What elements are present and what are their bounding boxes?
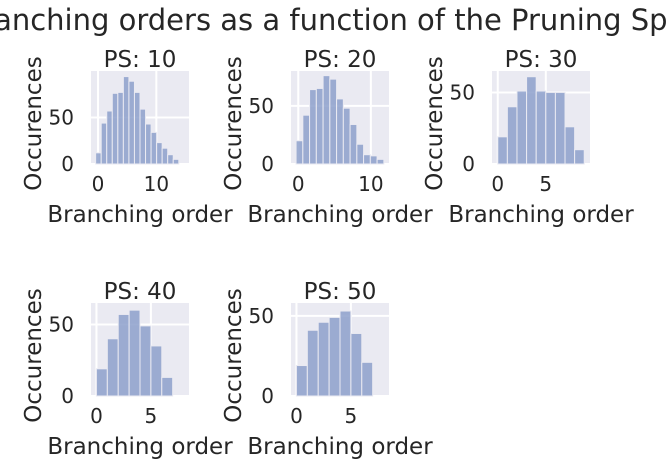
x-axis-label-4: Branching order xyxy=(47,434,233,460)
y-axis-label-3: Occurences xyxy=(422,56,448,190)
bar-1-3 xyxy=(111,92,119,165)
subplot-title-1: PS: 10 xyxy=(104,47,177,73)
y-axis-label-4: Occurences xyxy=(21,288,47,422)
x-tick-label-4-1: 5 xyxy=(145,404,158,428)
subplot-title-3: PS: 30 xyxy=(505,47,578,73)
bar-3-7 xyxy=(564,126,576,165)
x-tick-label-3-0: 0 xyxy=(491,172,504,196)
bar-1-10 xyxy=(150,131,158,165)
bar-4-2 xyxy=(117,313,130,397)
bar-2-5 xyxy=(329,78,338,165)
bar-1-4 xyxy=(117,91,124,165)
bar-1-0 xyxy=(95,152,102,165)
y-axis-label-1: Occurences xyxy=(21,56,47,190)
bar-3-0 xyxy=(497,136,508,165)
x-axis-label-2: Branching order xyxy=(247,202,433,228)
bar-5-2 xyxy=(317,321,330,397)
bar-3-3 xyxy=(526,76,537,165)
subplot-title-5: PS: 50 xyxy=(304,279,377,305)
bar-3-6 xyxy=(554,91,566,165)
bar-3-2 xyxy=(516,90,528,165)
y-tick-label-5-1: 50 xyxy=(249,304,274,328)
y-axis-label-5: Occurences xyxy=(221,288,247,422)
bar-4-4 xyxy=(139,325,152,397)
x-tick-label-1-0: 0 xyxy=(92,172,105,196)
x-tick-label-4-0: 0 xyxy=(90,404,103,428)
bar-3-8 xyxy=(574,149,585,165)
subplot-title-4: PS: 40 xyxy=(104,279,177,305)
x-tick-label-2-0: 0 xyxy=(292,172,305,196)
bar-5-5 xyxy=(350,332,363,397)
bar-4-1 xyxy=(106,338,119,397)
bar-1-2 xyxy=(106,110,113,165)
bar-4-0 xyxy=(95,368,108,397)
bar-4-3 xyxy=(128,309,141,397)
x-axis-label-3: Branching order xyxy=(448,202,634,228)
y-tick-label-1-1: 50 xyxy=(49,106,74,130)
x-tick-label-5-0: 0 xyxy=(290,404,303,428)
x-axis-label-5: Branching order xyxy=(247,434,433,460)
bar-2-0 xyxy=(295,140,304,165)
bar-1-13 xyxy=(167,154,174,165)
bar-5-4 xyxy=(339,310,352,397)
bar-1-12 xyxy=(161,147,169,165)
bar-1-14 xyxy=(172,158,180,165)
bar-1-6 xyxy=(128,80,135,165)
bar-2-9 xyxy=(356,143,365,165)
y-tick-label-4-0: 0 xyxy=(61,384,74,408)
y-axis-label-2: Occurences xyxy=(221,56,247,190)
x-tick-label-5-1: 5 xyxy=(345,404,358,428)
y-tick-label-3-1: 50 xyxy=(450,80,475,104)
x-axis-label-1: Branching order xyxy=(47,202,233,228)
figure-title: Branching orders as a function of the Pr… xyxy=(0,3,667,37)
bar-2-10 xyxy=(363,154,371,165)
y-tick-label-5-0: 0 xyxy=(261,384,274,408)
x-tick-label-3-1: 5 xyxy=(539,172,552,196)
bar-4-5 xyxy=(150,345,163,397)
subplot-title-2: PS: 20 xyxy=(304,47,377,73)
x-tick-label-1-1: 10 xyxy=(144,172,169,196)
bar-1-7 xyxy=(133,91,141,165)
bar-2-4 xyxy=(322,75,331,165)
y-tick-label-2-1: 50 xyxy=(249,94,274,118)
bar-2-8 xyxy=(349,123,358,165)
bar-1-5 xyxy=(122,76,130,165)
bar-2-7 xyxy=(342,107,351,165)
bar-2-1 xyxy=(302,114,311,165)
y-tick-label-1-0: 0 xyxy=(61,152,74,176)
bar-1-1 xyxy=(100,122,108,165)
bar-4-6 xyxy=(161,376,174,397)
bar-2-2 xyxy=(309,89,317,165)
bar-1-8 xyxy=(139,108,147,165)
bar-3-4 xyxy=(535,90,547,165)
bar-2-3 xyxy=(315,87,324,165)
bar-3-1 xyxy=(506,106,518,165)
bar-3-5 xyxy=(545,91,556,165)
bar-5-1 xyxy=(306,329,319,397)
y-tick-label-4-1: 50 xyxy=(49,312,74,336)
bar-1-9 xyxy=(145,123,152,165)
bar-2-6 xyxy=(336,98,344,165)
bar-1-11 xyxy=(156,142,163,165)
bar-5-0 xyxy=(295,365,308,397)
y-tick-label-2-0: 0 xyxy=(261,152,274,176)
bar-2-12 xyxy=(376,158,385,165)
bar-2-11 xyxy=(369,155,378,165)
x-tick-label-2-1: 10 xyxy=(358,172,383,196)
y-tick-label-3-0: 0 xyxy=(462,152,475,176)
bar-5-6 xyxy=(361,361,374,397)
bar-5-3 xyxy=(328,316,341,397)
